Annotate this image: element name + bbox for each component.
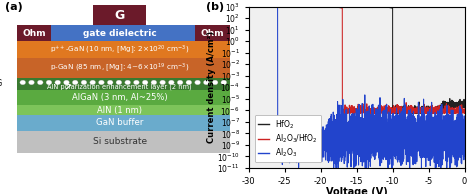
Text: G: G <box>115 9 125 22</box>
Circle shape <box>73 80 78 85</box>
Bar <box>17 115 230 131</box>
Circle shape <box>99 80 104 85</box>
Text: 2DHG: 2DHG <box>0 79 2 88</box>
Circle shape <box>90 80 96 85</box>
Text: AlN polarization enhancement layer (2 nm): AlN polarization enhancement layer (2 nm… <box>47 84 192 90</box>
Text: Ohm: Ohm <box>201 29 224 38</box>
Circle shape <box>125 80 130 85</box>
Circle shape <box>177 80 183 85</box>
Text: p-GaN (85 nm, [Mg]: 4~6$\times$10$^{19}$ cm$^{-3}$): p-GaN (85 nm, [Mg]: 4~6$\times$10$^{19}$… <box>50 61 190 74</box>
Bar <box>195 25 230 41</box>
Legend: HfO$_2$, Al$_2$O$_3$/HfO$_2$, Al$_2$O$_3$: HfO$_2$, Al$_2$O$_3$/HfO$_2$, Al$_2$O$_3… <box>255 115 321 162</box>
Circle shape <box>142 80 148 85</box>
Circle shape <box>55 80 61 85</box>
Circle shape <box>151 80 157 85</box>
Circle shape <box>81 80 87 85</box>
Circle shape <box>212 80 218 85</box>
Bar <box>17 105 230 115</box>
Circle shape <box>186 80 191 85</box>
Circle shape <box>37 80 43 85</box>
Bar <box>17 90 230 105</box>
Bar <box>17 58 230 78</box>
Text: p$^{++}$-GaN (10 nm, [Mg]: 2$\times$10$^{20}$ cm$^{-3}$): p$^{++}$-GaN (10 nm, [Mg]: 2$\times$10$^… <box>50 43 190 56</box>
Bar <box>17 25 52 41</box>
Text: (b): (b) <box>206 2 224 12</box>
Bar <box>17 25 230 41</box>
Text: Ohm: Ohm <box>22 29 46 38</box>
Text: GaN buffer: GaN buffer <box>96 119 143 127</box>
Y-axis label: Current density (A/cm²): Current density (A/cm²) <box>207 31 216 143</box>
Circle shape <box>28 80 34 85</box>
X-axis label: Voltage (V): Voltage (V) <box>326 187 388 194</box>
Bar <box>17 78 230 90</box>
Circle shape <box>46 80 52 85</box>
Circle shape <box>221 80 227 85</box>
Bar <box>17 131 230 153</box>
Text: AlGaN (3 nm, Al~25%): AlGaN (3 nm, Al~25%) <box>72 93 167 102</box>
Bar <box>17 41 230 58</box>
Text: AlN (1 nm): AlN (1 nm) <box>97 106 142 115</box>
Text: (a): (a) <box>5 2 23 12</box>
Text: Si substrate: Si substrate <box>92 137 147 146</box>
Circle shape <box>20 80 26 85</box>
Circle shape <box>195 80 201 85</box>
Circle shape <box>116 80 122 85</box>
Circle shape <box>107 80 113 85</box>
Bar <box>93 5 146 25</box>
Circle shape <box>64 80 69 85</box>
Circle shape <box>203 80 209 85</box>
Circle shape <box>168 80 174 85</box>
Circle shape <box>160 80 165 85</box>
Text: gate dielectric: gate dielectric <box>83 29 156 38</box>
Circle shape <box>134 80 139 85</box>
